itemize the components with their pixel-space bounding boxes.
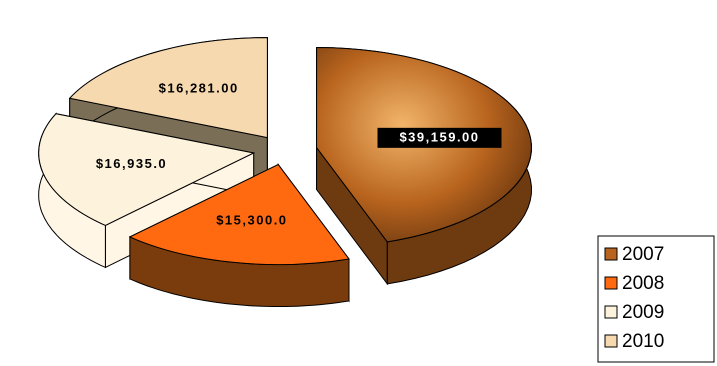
value-label: $15,300.0 (216, 213, 287, 228)
legend-label: 2009 (622, 302, 664, 323)
slice (128, 163, 350, 266)
legend-swatch (604, 276, 618, 290)
slice (38, 113, 256, 226)
legend-label: 2010 (622, 331, 664, 352)
slice (68, 37, 268, 139)
legend: 2007 2008 2009 2010 (604, 244, 664, 352)
legend-swatch (604, 334, 618, 348)
legend-label: 2007 (622, 244, 664, 265)
legend-swatch (604, 305, 618, 319)
legend-swatch (604, 247, 618, 261)
value-label: $16,281.00 (159, 81, 239, 96)
pie: $16,281.00 $39,159.00 $16,935.0 $15,300.0 (38, 37, 533, 307)
legend-label: 2008 (622, 273, 664, 294)
value-label: $39,159.00 (399, 129, 479, 144)
value-label: $16,935.0 (96, 156, 167, 171)
value-label-bg (377, 127, 502, 148)
